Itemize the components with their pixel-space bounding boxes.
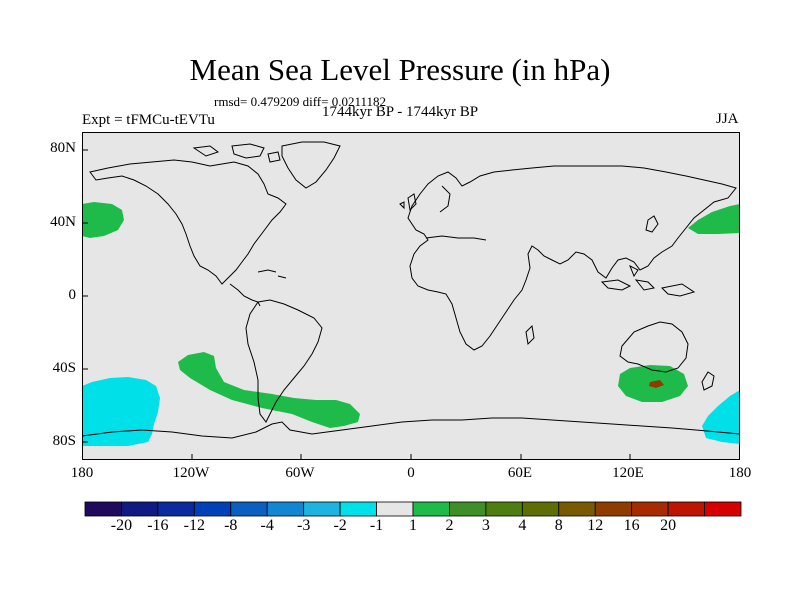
- colorbar-label: 16: [623, 517, 640, 534]
- experiment-label: Expt = tFMCu-tEVTu: [82, 112, 215, 128]
- colorbar-swatch: [193, 501, 232, 517]
- colorbar-label: -8: [224, 517, 238, 534]
- colorbar-label: -20: [110, 517, 133, 534]
- lon-label: 60W: [285, 465, 315, 481]
- lat-label: 80N: [50, 140, 76, 156]
- period-label: 1744kyr BP - 1744kyr BP: [322, 104, 479, 120]
- lon-label: 60E: [507, 465, 533, 481]
- positive-anomaly-region: [688, 204, 740, 234]
- positive-anomaly-region: [178, 352, 360, 428]
- colorbar-swatch: [121, 501, 159, 517]
- negative-anomaly-region: [82, 377, 160, 446]
- colorbar-swatch: [303, 501, 341, 517]
- colorbar-label: -4: [260, 517, 274, 534]
- lon-label: 180: [70, 465, 94, 481]
- colorbar-label: 3: [481, 517, 490, 534]
- positive-anomaly-region: [82, 202, 124, 238]
- lat-label: 80S: [52, 433, 76, 449]
- map-background: [82, 132, 740, 460]
- colorbar-swatch: [704, 501, 742, 517]
- colorbar-label: 8: [554, 517, 563, 534]
- colorbar-label: -12: [183, 517, 205, 534]
- colorbar-label: 12: [587, 517, 604, 534]
- positive-anomaly-core: [649, 380, 664, 388]
- colorbar-swatch: [485, 501, 523, 517]
- colorbar-swatch: [594, 501, 633, 517]
- map-ticks: [82, 149, 631, 460]
- colorbar-label: 4: [518, 517, 527, 534]
- colorbar-swatch: [339, 501, 377, 517]
- colorbar-swatch: [631, 501, 669, 517]
- colorbar-swatch: [667, 501, 705, 517]
- stats-text: rmsd= 0.479209 diff= 0.0211182: [214, 94, 386, 109]
- colorbar-swatch: [558, 501, 596, 517]
- colorbar-label: -1: [369, 517, 384, 534]
- colorbar-swatch: [230, 501, 268, 517]
- lon-label: 0: [407, 465, 415, 481]
- colorbar-label: -16: [147, 517, 169, 534]
- colorbar-swatch: [449, 501, 487, 517]
- colorbar-label: 20: [660, 517, 677, 534]
- colorbar-swatch: [157, 501, 195, 517]
- lat-label: 40S: [52, 360, 76, 376]
- colorbar-label: -3: [296, 517, 311, 534]
- colorbar-label: -2: [333, 517, 347, 534]
- negative-anomaly-region: [702, 390, 740, 444]
- world-map: [82, 132, 740, 460]
- map-title: Mean Sea Level Pressure (in hPa): [189, 52, 611, 87]
- lat-label: 40N: [50, 214, 76, 230]
- colorbar-swatch: [266, 501, 305, 517]
- lat-label: 0: [68, 287, 77, 303]
- colorbar-swatch: [521, 501, 560, 517]
- colorbar-swatch: [84, 501, 122, 517]
- lon-label: 120E: [612, 465, 644, 481]
- lon-label: 120W: [172, 465, 210, 481]
- colorbar-label: 2: [445, 517, 454, 534]
- colorbar: [84, 501, 742, 517]
- colorbar-swatch: [376, 501, 414, 517]
- lon-label: 180: [728, 465, 752, 481]
- season-label: JJA: [716, 111, 739, 127]
- colorbar-label: 1: [409, 517, 417, 534]
- colorbar-swatch: [412, 501, 450, 517]
- coastlines: [82, 141, 740, 439]
